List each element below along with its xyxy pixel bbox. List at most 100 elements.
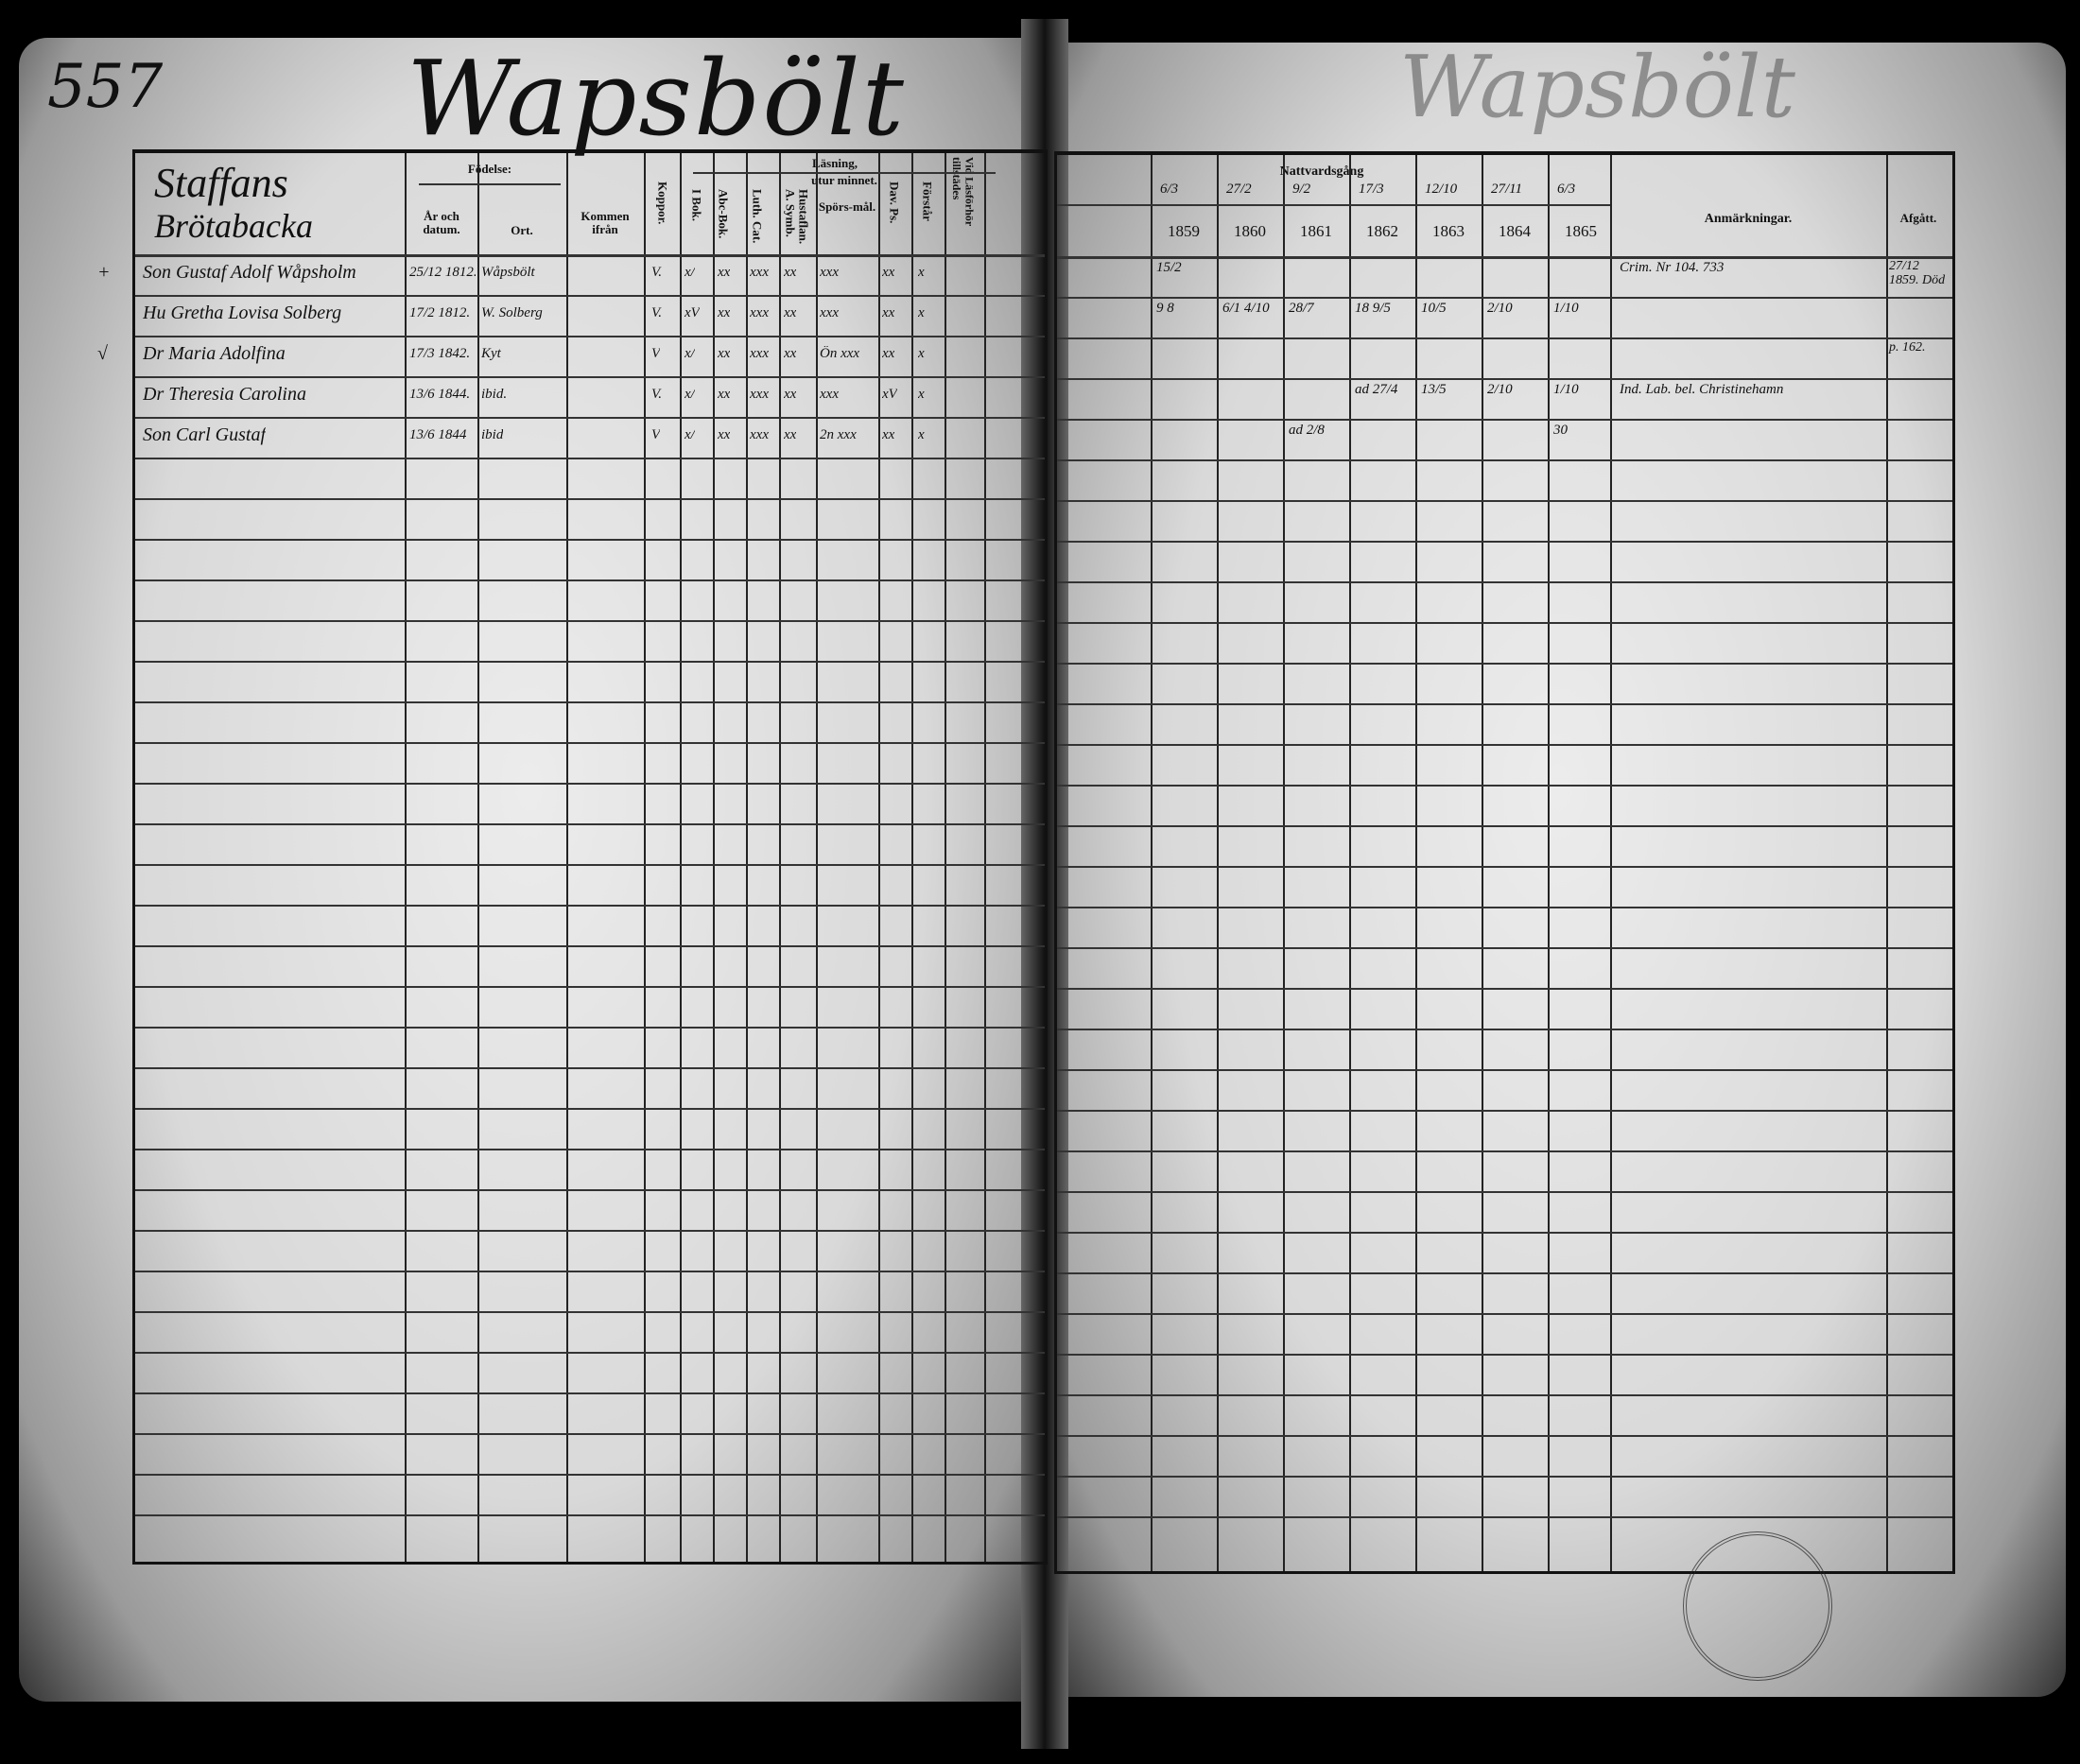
cell-i_bok: x/ xyxy=(685,387,695,402)
column-divider xyxy=(1151,155,1153,1571)
header-i-bok: I Bok. xyxy=(689,189,704,221)
row-divider xyxy=(135,1514,1045,1516)
cell-hust: xx xyxy=(784,346,797,361)
afgatt-cell: p. 162. xyxy=(1889,340,1926,355)
communion-cell: 2/10 xyxy=(1487,301,1513,316)
row-divider xyxy=(135,864,1045,866)
communion-date: 12/10 xyxy=(1425,182,1458,197)
row-divider xyxy=(135,1189,1045,1191)
communion-date: 6/3 xyxy=(1557,182,1576,197)
row-divider xyxy=(1057,1354,1952,1356)
row-divider xyxy=(1057,1150,1952,1152)
column-divider xyxy=(911,153,913,1562)
communion-cell: 28/7 xyxy=(1289,301,1314,316)
row-divider xyxy=(1057,1516,1952,1518)
row-divider xyxy=(1057,1476,1952,1478)
row-divider xyxy=(1057,947,1952,949)
column-divider xyxy=(1482,155,1483,1571)
row-divider xyxy=(135,498,1045,500)
cell-koppor: V xyxy=(651,346,661,361)
header-utur-minnet: utur minnet. xyxy=(811,173,877,187)
cell-dav: xx xyxy=(882,265,895,280)
header-vid-lasforhor: Vid Läsförhör tillstädes xyxy=(950,157,977,227)
cell-i_bok: x/ xyxy=(685,346,695,361)
cell-i_bok: x/ xyxy=(685,427,695,442)
column-divider xyxy=(746,153,748,1562)
cell-abc: xx xyxy=(718,427,731,442)
row-divider xyxy=(135,1027,1045,1029)
cell-name: Dr Maria Adolfina xyxy=(143,343,286,364)
cell-hust: xx xyxy=(784,387,797,402)
row-divider xyxy=(135,1271,1045,1272)
page-number: 557 xyxy=(47,52,164,122)
row-divider xyxy=(135,661,1045,663)
header-dav-ps: Dav. Ps. xyxy=(887,182,902,224)
header-divider xyxy=(1057,256,1952,259)
header-lasning: Läsning, xyxy=(811,156,858,170)
cell-koppor: V. xyxy=(651,387,662,402)
cell-place: Kyt xyxy=(481,346,501,361)
cell-place: ibid xyxy=(481,427,504,442)
row-divider xyxy=(1057,785,1952,787)
cell-name: Son Carl Gustaf xyxy=(143,424,267,445)
cell-abc: xx xyxy=(718,387,731,402)
archive-stamp xyxy=(1683,1531,1832,1681)
cell-luth: xxx xyxy=(750,427,769,442)
row-divider xyxy=(135,1433,1045,1435)
cell-date: 25/12 1812. xyxy=(409,265,476,280)
cell-forst: x xyxy=(918,305,925,320)
right-page-title-faded: Wapsbölt xyxy=(1399,38,1795,137)
column-divider xyxy=(1415,155,1417,1571)
dates-underline xyxy=(1057,204,1610,206)
row-mark: + xyxy=(97,262,111,283)
column-divider xyxy=(1610,155,1612,1571)
row-divider xyxy=(135,295,1045,297)
year-header: 1863 xyxy=(1432,222,1465,240)
header-fodelse: Födelse: xyxy=(467,162,512,176)
year-header: 1862 xyxy=(1366,222,1398,240)
header-ort: Ort. xyxy=(511,223,533,237)
row-divider xyxy=(1057,541,1952,543)
cell-spors: Ön xxx xyxy=(820,346,860,361)
communion-date: 17/3 xyxy=(1359,182,1384,197)
header-anmarkningar: Anmärkningar. xyxy=(1704,212,1793,226)
header-hustaflan: Hustaflan. A. Symb. xyxy=(783,189,811,245)
communion-date: 6/3 xyxy=(1160,182,1179,197)
place-name-line1: Staffans xyxy=(154,160,288,206)
column-divider xyxy=(816,153,818,1562)
cell-luth: xxx xyxy=(750,346,769,361)
column-divider xyxy=(1217,155,1219,1571)
row-divider xyxy=(135,986,1045,988)
lasning-underline xyxy=(693,172,996,174)
cell-dav: xV xyxy=(882,387,897,402)
row-divider xyxy=(1057,907,1952,908)
row-divider xyxy=(1057,581,1952,583)
row-divider xyxy=(135,905,1045,907)
cell-spors: xxx xyxy=(820,265,839,280)
column-divider xyxy=(405,153,407,1562)
cell-luth: xxx xyxy=(750,265,769,280)
cell-name: Son Gustaf Adolf Wåpsholm xyxy=(143,262,356,283)
cell-hust: xx xyxy=(784,427,797,442)
column-divider xyxy=(1548,155,1550,1571)
cell-place: Wåpsbölt xyxy=(481,265,535,280)
row-mark: √ xyxy=(97,343,108,364)
year-header: 1860 xyxy=(1234,222,1266,240)
remark-cell: Ind. Lab. bel. Christinehamn xyxy=(1620,382,1784,397)
column-divider xyxy=(477,153,479,1562)
cell-date: 17/3 1842. xyxy=(409,346,471,361)
header-forstar: Förstår xyxy=(920,182,935,221)
cell-date: 17/2 1812. xyxy=(409,305,471,320)
cell-dav: xx xyxy=(882,346,895,361)
communion-cell: ad 2/8 xyxy=(1289,423,1325,438)
right-register-table: Nattvardsgång Anmärkningar. Afgått. 6/3 2… xyxy=(1054,151,1955,1574)
row-divider xyxy=(1057,337,1952,339)
communion-cell: 10/5 xyxy=(1421,301,1447,316)
cell-name: Dr Theresia Carolina xyxy=(143,384,306,405)
year-header: 1865 xyxy=(1565,222,1597,240)
header-luth-cat: Luth. Cat. xyxy=(750,189,765,244)
header-ar-datum: År och datum. xyxy=(423,209,460,237)
row-divider xyxy=(135,1067,1045,1069)
header-afgatt: Afgått. xyxy=(1899,211,1937,225)
header-sporsmal: Spörs-mål. xyxy=(818,199,876,214)
